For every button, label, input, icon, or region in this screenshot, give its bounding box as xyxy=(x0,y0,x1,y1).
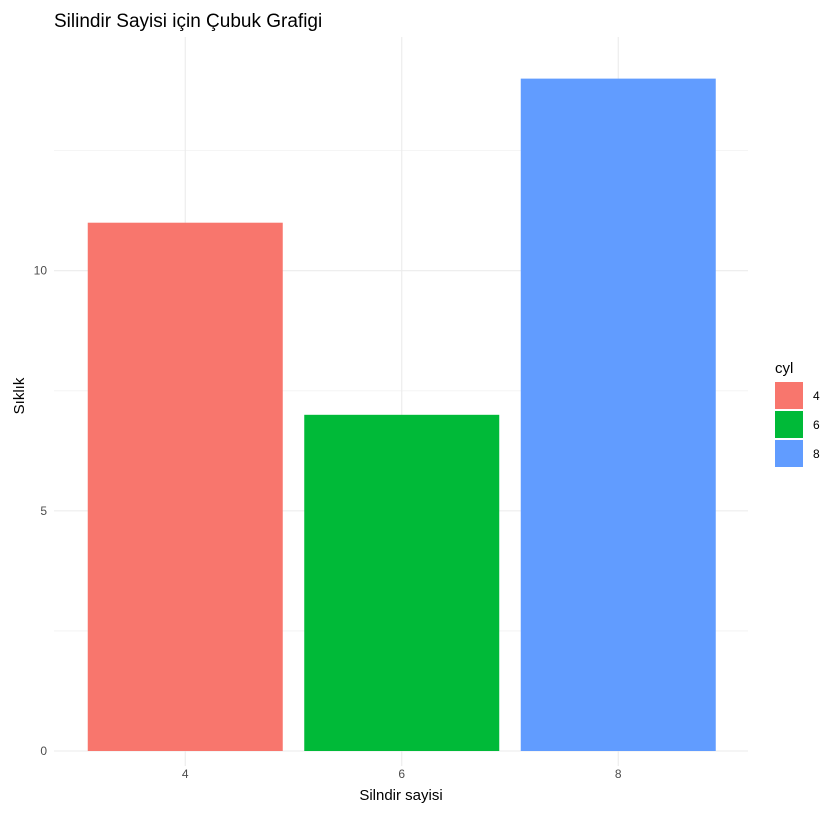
x-axis-title: Silndir sayisi xyxy=(359,787,442,804)
x-axis-ticks: 4 6 8 xyxy=(182,767,622,781)
bar-cyl-6 xyxy=(304,414,500,751)
y-tick-label: 5 xyxy=(40,504,47,518)
y-tick-label: 10 xyxy=(34,264,48,278)
bars xyxy=(87,78,716,752)
x-tick-label: 4 xyxy=(182,767,189,781)
bar-cyl-4 xyxy=(87,222,283,751)
legend-key-6 xyxy=(775,411,803,438)
legend-label: 4 xyxy=(813,389,820,403)
legend-key-8 xyxy=(775,440,803,467)
y-axis-title: Sıklık xyxy=(11,377,28,414)
bar-cyl-8 xyxy=(520,78,716,752)
legend-title: cyl xyxy=(775,360,793,377)
legend-entries: 4 6 8 xyxy=(775,382,820,467)
chart-title: Silindir Sayisi için Çubuk Grafigi xyxy=(54,11,322,32)
x-tick-label: 6 xyxy=(398,767,405,781)
legend-label: 8 xyxy=(813,447,820,461)
legend: cyl 4 6 8 xyxy=(775,360,820,467)
y-axis-ticks: 0 5 10 xyxy=(34,264,48,758)
y-tick-label: 0 xyxy=(40,744,47,758)
legend-label: 6 xyxy=(813,418,820,432)
legend-key-4 xyxy=(775,382,803,409)
x-tick-label: 8 xyxy=(615,767,622,781)
